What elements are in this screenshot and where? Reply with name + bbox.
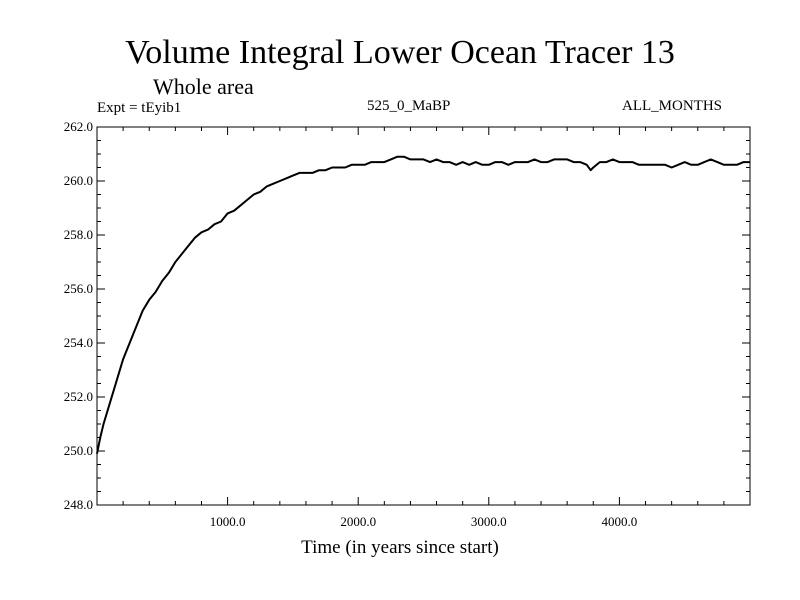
x-tick-label: 4000.0 bbox=[602, 514, 638, 529]
y-tick-label: 262.0 bbox=[64, 119, 93, 134]
series-lines bbox=[96, 155, 750, 454]
y-tick-label: 258.0 bbox=[64, 227, 93, 242]
period-label: 525_0_MaBP bbox=[367, 98, 451, 114]
chart-title: Volume Integral Lower Ocean Tracer 13 bbox=[125, 34, 675, 71]
months-label: ALL_MONTHS bbox=[622, 98, 722, 114]
x-tick-label: 2000.0 bbox=[340, 514, 376, 529]
x-tick-label: 3000.0 bbox=[471, 514, 507, 529]
axis-ticks bbox=[96, 126, 751, 506]
x-axis-label: Time (in years since start) bbox=[301, 537, 499, 558]
tick-labels: 248.0 250.0 252.0 254.0 256.0 258.0 260.0 262.0… bbox=[64, 119, 638, 529]
y-tick-label: 260.0 bbox=[64, 173, 93, 188]
plot-frame bbox=[96, 126, 751, 506]
series-line bbox=[96, 155, 750, 454]
experiment-label: Expt = tEyib1 bbox=[97, 100, 182, 116]
y-tick-label: 256.0 bbox=[64, 281, 93, 296]
chart-subtitle: Whole area bbox=[153, 74, 254, 99]
y-tick-label: 250.0 bbox=[64, 443, 93, 458]
y-tick-label: 252.0 bbox=[64, 389, 93, 404]
y-tick-label: 254.0 bbox=[64, 335, 93, 350]
y-tick-label: 248.0 bbox=[64, 497, 93, 512]
x-tick-label: 1000.0 bbox=[210, 514, 246, 529]
